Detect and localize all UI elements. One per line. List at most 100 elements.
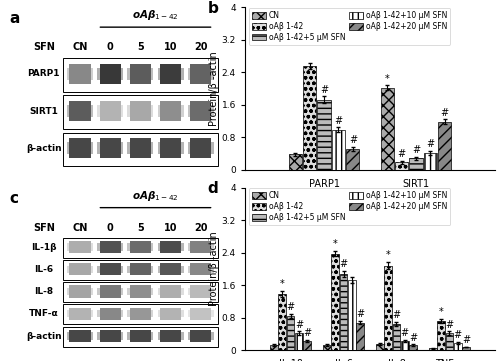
Bar: [158, 105, 184, 117]
Bar: [190, 286, 212, 297]
Text: a: a: [10, 10, 20, 26]
Bar: [438, 122, 452, 170]
Text: oAβ$_{1-42}$: oAβ$_{1-42}$: [132, 189, 179, 203]
Bar: [70, 241, 91, 253]
Bar: [160, 138, 182, 158]
Bar: [98, 332, 124, 340]
Bar: [98, 266, 124, 273]
Text: #: #: [303, 329, 311, 338]
Text: #: #: [412, 145, 420, 155]
Bar: [100, 138, 121, 158]
Text: *: *: [333, 239, 338, 249]
Bar: [70, 308, 91, 320]
Bar: [130, 263, 152, 275]
Bar: [401, 341, 408, 350]
Bar: [67, 310, 94, 317]
Bar: [376, 344, 384, 350]
Text: SFN: SFN: [33, 223, 54, 232]
Bar: [63, 282, 218, 302]
Legend: CN, oAβ 1-42, oAβ 1-42+5 μM SFN, oAβ 1-42+10 μM SFN, oAβ 1-42+20 μM SFN: CN, oAβ 1-42, oAβ 1-42+5 μM SFN, oAβ 1-4…: [249, 8, 450, 45]
Text: *: *: [385, 74, 390, 84]
Text: #: #: [400, 329, 409, 338]
Bar: [63, 260, 218, 280]
Bar: [67, 243, 94, 251]
Bar: [323, 345, 331, 350]
Bar: [158, 310, 184, 317]
Bar: [63, 95, 218, 129]
Bar: [446, 333, 453, 350]
Text: #: #: [286, 302, 294, 312]
Bar: [190, 64, 212, 84]
Bar: [98, 288, 124, 295]
Bar: [295, 333, 302, 350]
Bar: [67, 332, 94, 340]
Bar: [409, 345, 417, 350]
Text: 20: 20: [194, 223, 207, 232]
Bar: [63, 304, 218, 325]
Bar: [190, 241, 212, 253]
Bar: [100, 330, 121, 342]
Bar: [188, 310, 214, 317]
Bar: [128, 332, 154, 340]
Text: IL-6: IL-6: [34, 265, 54, 274]
Text: β-actin: β-actin: [26, 144, 62, 153]
Text: 0: 0: [107, 223, 114, 232]
Bar: [438, 321, 445, 350]
Text: 0: 0: [107, 42, 114, 52]
Text: #: #: [454, 330, 462, 340]
Bar: [160, 241, 182, 253]
Bar: [63, 132, 218, 166]
Text: *: *: [438, 307, 444, 317]
Bar: [346, 149, 360, 170]
Bar: [128, 288, 154, 295]
Bar: [395, 162, 408, 170]
Bar: [130, 241, 152, 253]
Bar: [190, 138, 212, 158]
Text: #: #: [340, 259, 347, 269]
Bar: [130, 138, 152, 158]
Bar: [128, 310, 154, 317]
Bar: [160, 101, 182, 121]
Text: CN: CN: [72, 42, 88, 52]
Text: IL-1β: IL-1β: [31, 243, 56, 252]
Bar: [128, 68, 154, 80]
Bar: [130, 64, 152, 84]
Bar: [410, 158, 422, 170]
Bar: [188, 243, 214, 251]
Bar: [100, 286, 121, 297]
Bar: [318, 100, 330, 170]
Text: #: #: [440, 108, 448, 118]
Bar: [63, 58, 218, 92]
Text: TNF-α: TNF-α: [29, 309, 58, 318]
Bar: [70, 286, 91, 297]
Text: #: #: [334, 116, 342, 126]
Text: IL-8: IL-8: [34, 287, 54, 296]
Bar: [340, 274, 347, 350]
Text: #: #: [320, 84, 328, 95]
Bar: [158, 288, 184, 295]
Bar: [462, 347, 470, 350]
Bar: [98, 310, 124, 317]
Bar: [128, 266, 154, 273]
Bar: [392, 324, 400, 350]
Bar: [190, 308, 212, 320]
Bar: [429, 348, 436, 350]
Bar: [158, 68, 184, 80]
Bar: [190, 330, 212, 342]
Bar: [188, 332, 214, 340]
Bar: [160, 263, 182, 275]
Bar: [67, 288, 94, 295]
Bar: [188, 142, 214, 154]
Bar: [67, 68, 94, 80]
Bar: [63, 238, 218, 258]
Bar: [70, 138, 91, 158]
Bar: [278, 294, 286, 350]
Bar: [128, 142, 154, 154]
Bar: [100, 263, 121, 275]
Text: #: #: [392, 310, 400, 320]
Text: #: #: [462, 335, 470, 345]
Bar: [454, 343, 462, 350]
Bar: [130, 286, 152, 297]
Text: 10: 10: [164, 223, 177, 232]
Bar: [287, 316, 294, 350]
